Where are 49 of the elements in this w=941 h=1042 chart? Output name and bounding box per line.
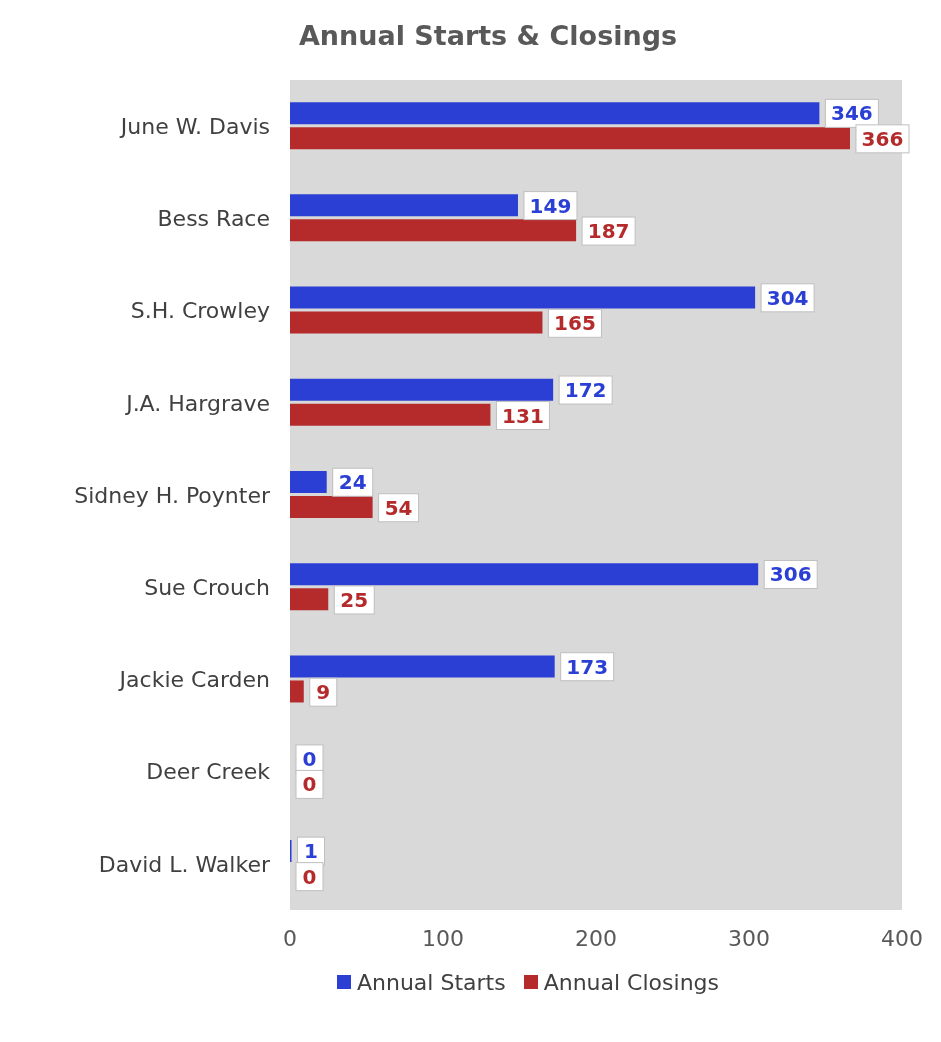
bar <box>290 102 820 125</box>
data-label: 172 <box>564 378 607 403</box>
chart-title: Annual Starts & Closings <box>297 19 679 53</box>
bar <box>290 127 850 150</box>
data-label: 25 <box>340 587 369 612</box>
data-label: 0 <box>302 772 317 797</box>
legend-label: Annual Starts <box>356 969 506 995</box>
bar <box>290 403 491 426</box>
y-tick-label: Jackie Carden <box>117 667 270 693</box>
y-tick-label: S.H. Crowley <box>130 298 270 324</box>
y-tick-label: J.A. Hargrave <box>124 390 270 416</box>
data-label: 54 <box>384 495 413 520</box>
y-tick-label: Bess Race <box>157 206 270 232</box>
y-tick-label: Deer Creek <box>146 759 271 785</box>
data-label: 24 <box>338 470 367 495</box>
data-label: 173 <box>566 654 609 679</box>
bar <box>290 588 329 611</box>
bar <box>290 378 554 401</box>
bar <box>290 286 756 309</box>
y-tick-label: Sidney H. Poynter <box>74 482 271 508</box>
data-label: 0 <box>302 746 317 771</box>
data-label: 187 <box>587 219 630 244</box>
data-label: 304 <box>766 285 809 310</box>
data-label: 1 <box>304 839 318 864</box>
bar <box>290 655 555 678</box>
bar <box>290 496 373 519</box>
data-label: 306 <box>769 562 812 587</box>
data-label: 165 <box>554 311 596 336</box>
x-tick-label: 0 <box>283 925 297 951</box>
x-tick-label: 100 <box>422 925 464 951</box>
bar <box>290 194 518 217</box>
bar <box>290 680 304 703</box>
x-tick-label: 300 <box>728 925 770 951</box>
y-tick-label: David L. Walker <box>98 851 271 877</box>
data-label: 366 <box>861 126 904 151</box>
bar <box>290 563 759 586</box>
legend-label: Annual Closings <box>543 969 720 995</box>
y-tick-label: Sue Crouch <box>144 575 270 601</box>
x-tick-label: 400 <box>881 925 923 951</box>
y-tick-label: June W. Davis <box>118 113 270 139</box>
data-label: 0 <box>302 864 317 889</box>
data-label: 149 <box>529 193 572 218</box>
data-label: 9 <box>316 680 331 705</box>
data-label: 131 <box>502 403 544 428</box>
bar <box>290 219 577 242</box>
data-label: 346 <box>831 101 873 126</box>
bar <box>290 311 543 334</box>
x-tick-label: 200 <box>575 925 617 951</box>
bar <box>290 471 327 494</box>
